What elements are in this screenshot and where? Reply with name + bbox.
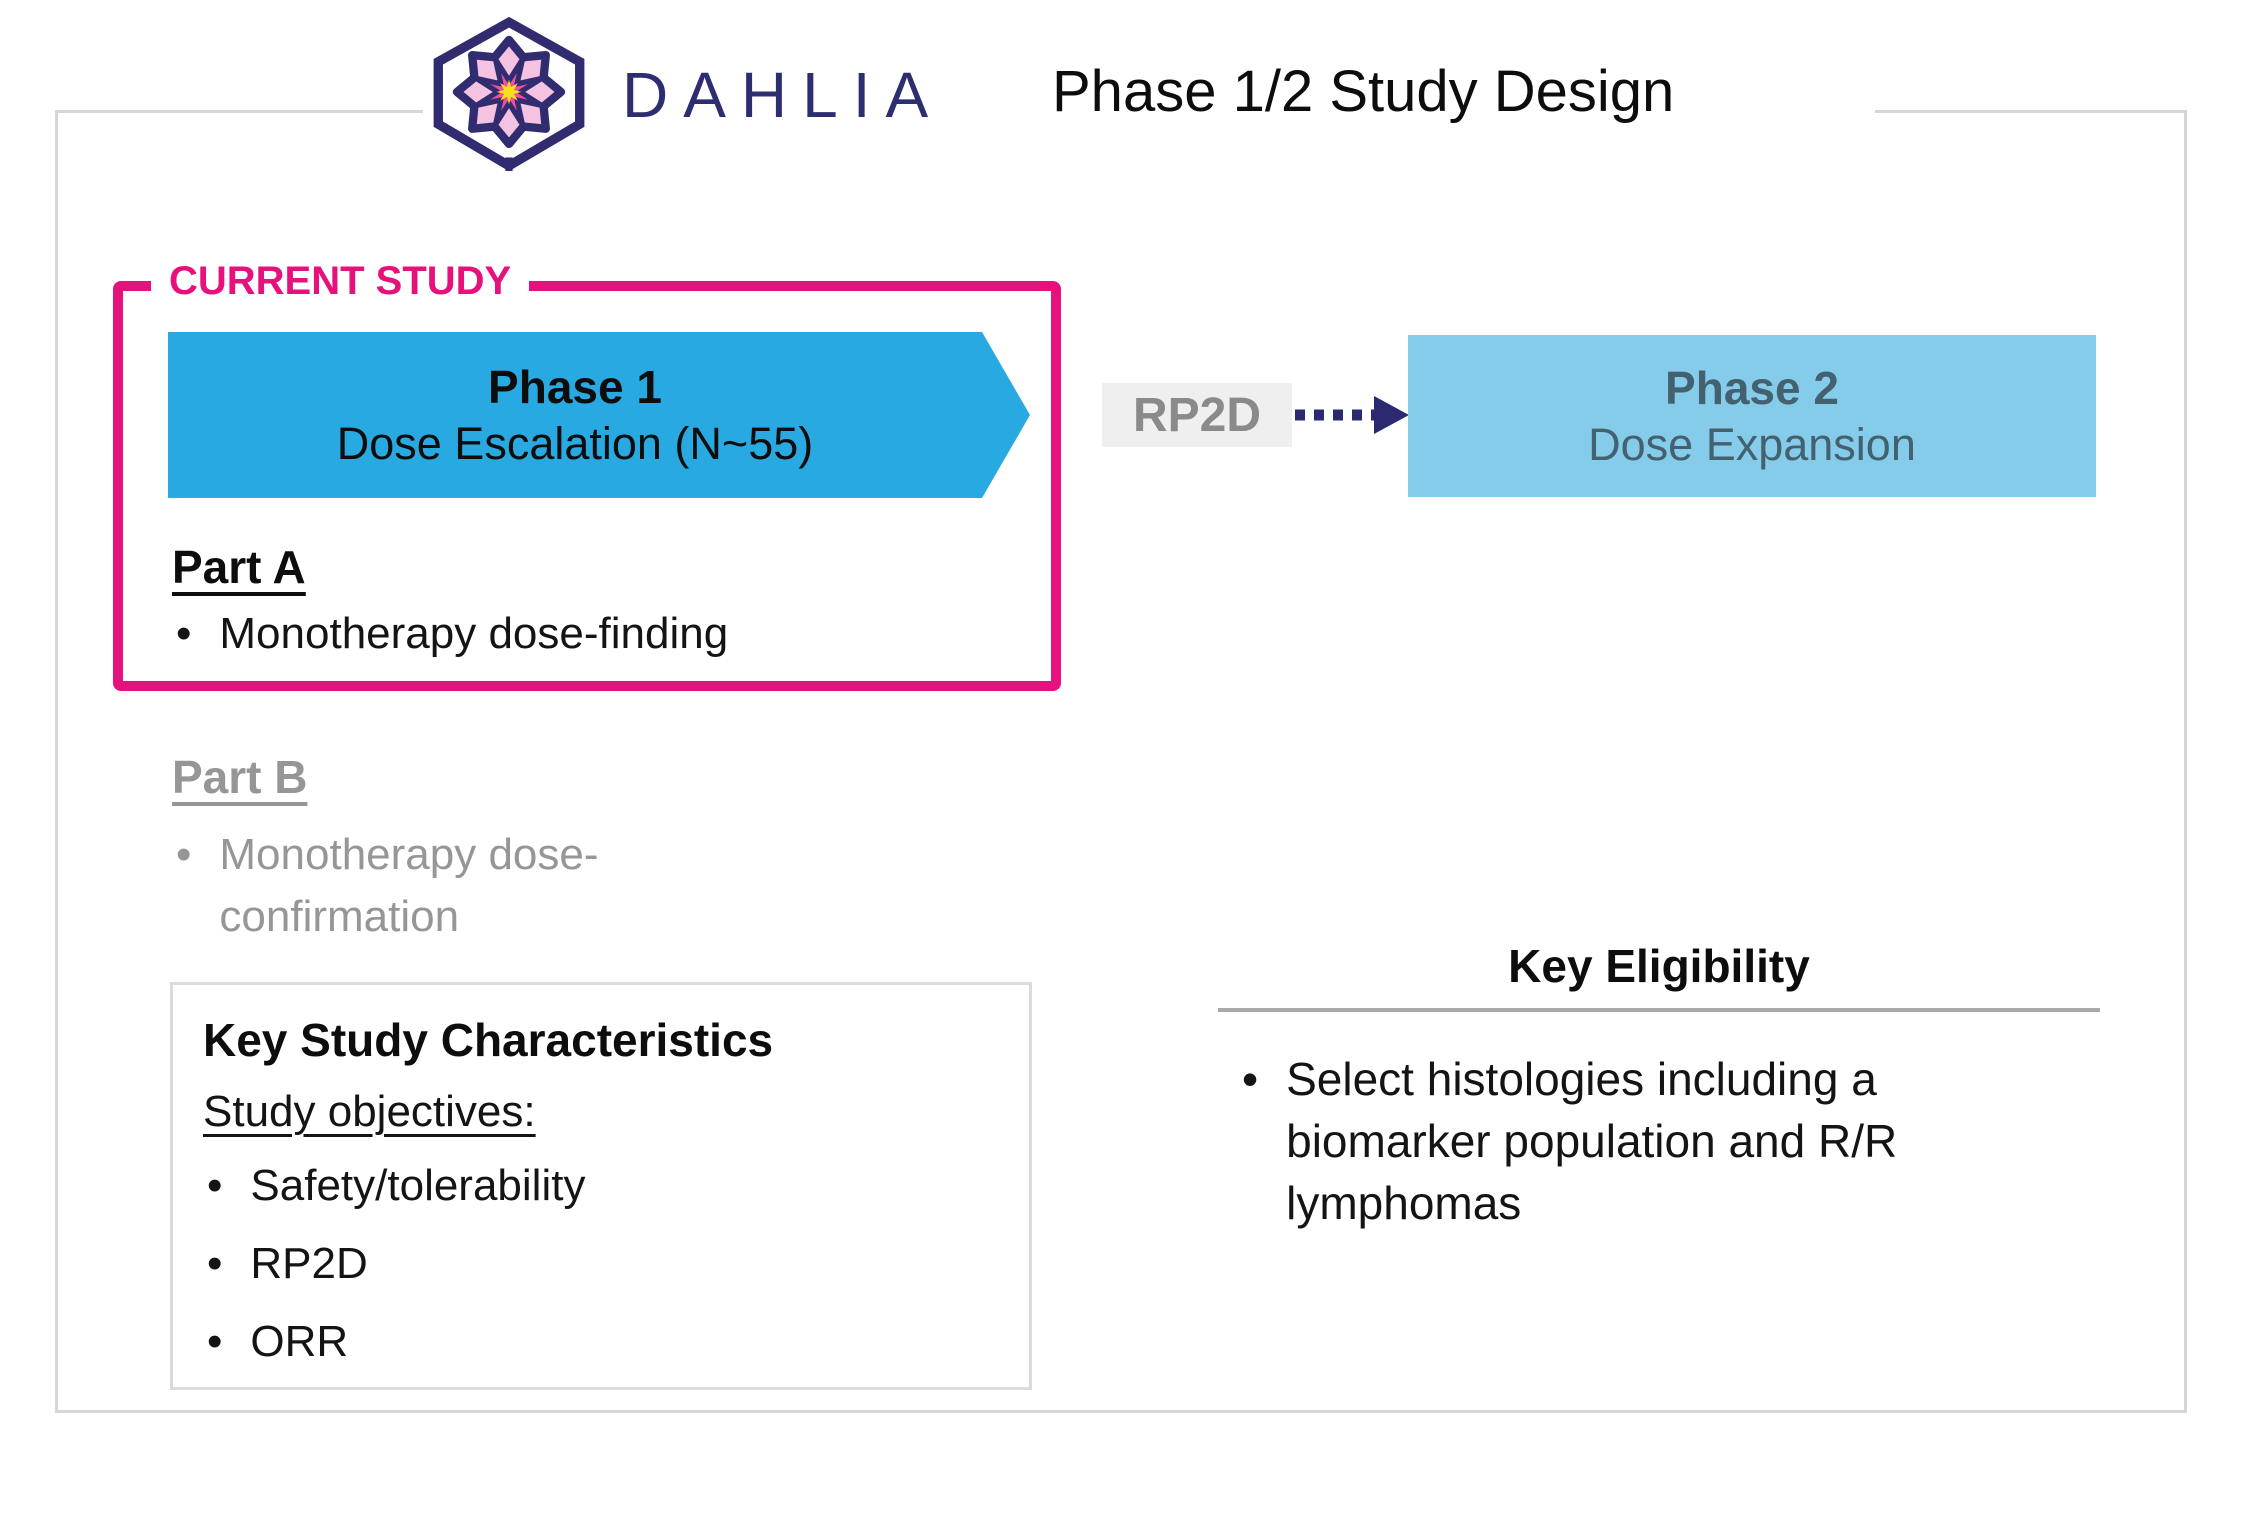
part-a-heading: Part A	[172, 541, 306, 593]
current-study-label: CURRENT STUDY	[151, 255, 530, 307]
bullet-dot-icon: •	[207, 1161, 223, 1210]
study-objectives-list: • Safety/tolerability • RP2D • ORR	[207, 1159, 1009, 1369]
bullet-dot-icon: •	[176, 609, 192, 658]
phase2-box: Phase 2 Dose Expansion	[1408, 335, 2096, 497]
dahlia-logo-icon	[433, 16, 585, 172]
part-b-bullet: • Monotherapy dose-confirmation	[176, 824, 736, 948]
phase2-subtitle: Dose Expansion	[1588, 419, 1916, 470]
list-item: • RP2D	[207, 1237, 1009, 1291]
list-item: • Safety/tolerability	[207, 1159, 1009, 1213]
brand-name: DAHLIA	[622, 59, 944, 131]
header-border-mask	[423, 104, 1875, 118]
key-eligibility-bullet: • Select histologies including a biomark…	[1218, 1048, 2100, 1234]
part-b-bullet-text: Monotherapy dose-confirmation	[219, 830, 599, 941]
objective-text: ORR	[250, 1317, 349, 1366]
key-eligibility-section: Key Eligibility • Select histologies inc…	[1218, 938, 2100, 1234]
part-b-heading: Part B	[172, 751, 308, 803]
part-a-bullet: • Monotherapy dose-finding	[176, 604, 728, 664]
bullet-dot-icon: •	[176, 830, 192, 879]
rp2d-label: RP2D	[1102, 383, 1292, 447]
phase1-arrow-shape: Phase 1 Dose Escalation (N~55)	[168, 332, 1030, 498]
key-eligibility-text: Select histologies including a biomarker…	[1286, 1053, 1898, 1229]
objective-text: RP2D	[250, 1239, 368, 1288]
page-title: Phase 1/2 Study Design	[1052, 59, 1675, 124]
part-a-bullet-text: Monotherapy dose-finding	[219, 609, 729, 658]
objective-text: Safety/tolerability	[250, 1161, 586, 1210]
dotted-right-arrow-icon	[1295, 396, 1409, 434]
phase2-title: Phase 2	[1665, 362, 1839, 414]
bullet-dot-icon: •	[207, 1317, 223, 1366]
bullet-dot-icon: •	[207, 1239, 223, 1288]
key-eligibility-title: Key Eligibility	[1508, 940, 1810, 992]
study-objectives-subtitle: Study objectives:	[203, 1087, 536, 1136]
list-item: • ORR	[207, 1315, 1009, 1369]
phase1-subtitle: Dose Escalation (N~55)	[336, 418, 814, 469]
key-study-characteristics-title: Key Study Characteristics	[203, 1014, 774, 1066]
key-study-characteristics-box: Key Study Characteristics Study objectiv…	[170, 982, 1032, 1390]
bullet-dot-icon: •	[1242, 1053, 1259, 1105]
key-eligibility-divider	[1218, 1008, 2100, 1012]
phase1-title: Phase 1	[488, 361, 662, 413]
